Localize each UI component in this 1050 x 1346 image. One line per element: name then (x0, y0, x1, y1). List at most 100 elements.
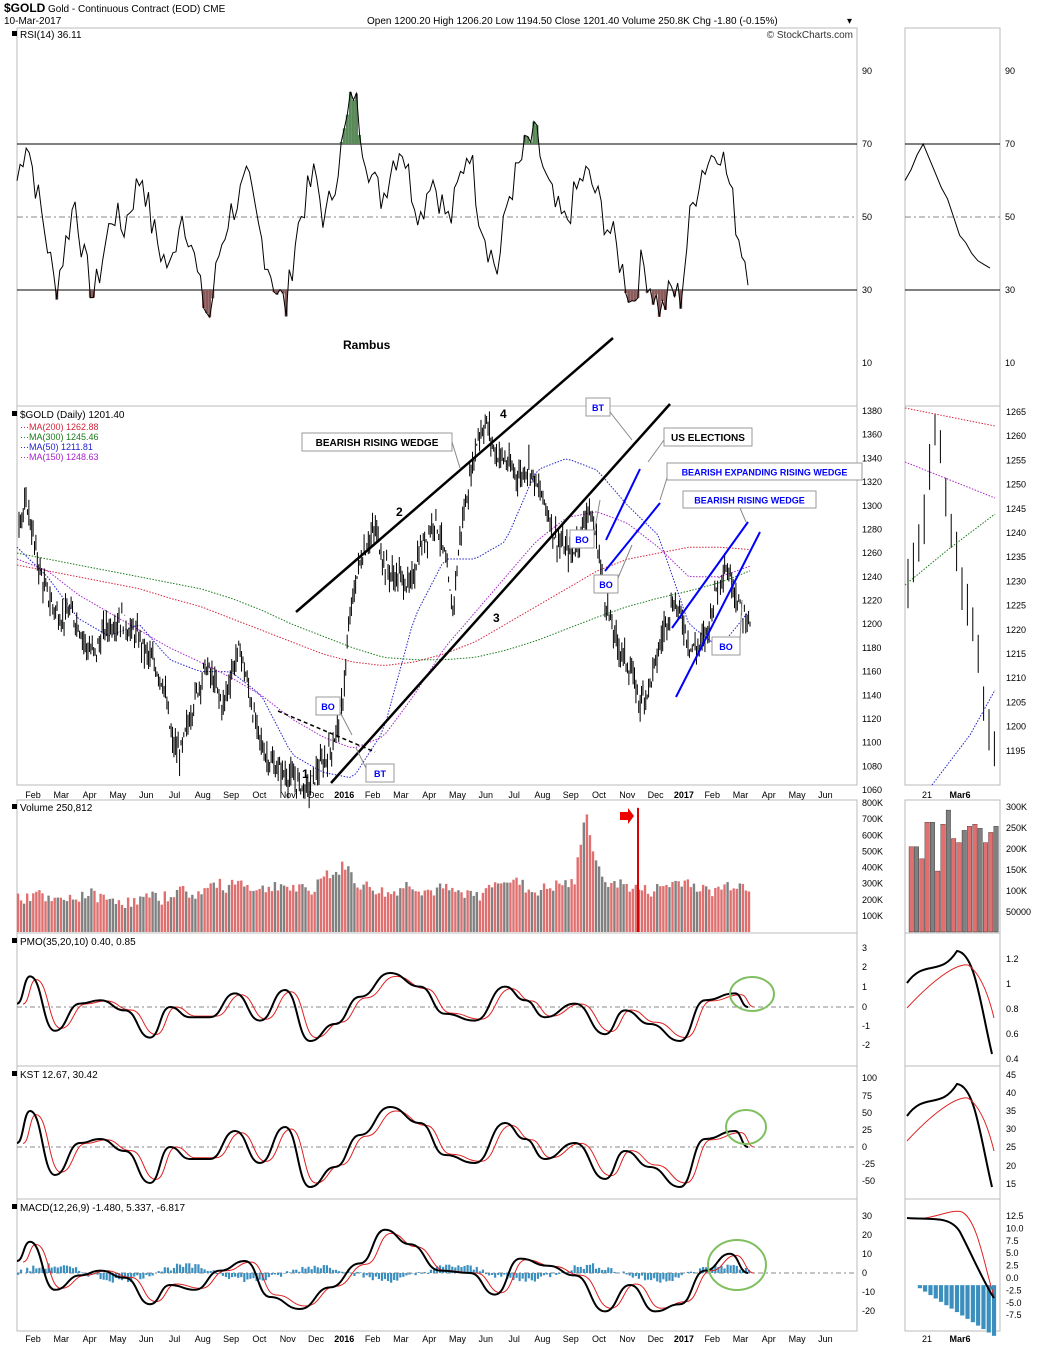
macd-tick-label-right: -7.5 (1006, 1310, 1022, 1320)
macd-histogram-bar-right (954, 1284, 960, 1313)
macd-x-tick-label: Jun (818, 1334, 833, 1344)
callout-leader (739, 599, 743, 641)
price-tick-label-right: 1260 (1006, 431, 1026, 441)
price-tick-label: 1220 (862, 596, 882, 606)
x-tick-label: Apr (83, 790, 97, 800)
x-tick-label: Feb (25, 790, 41, 800)
volume-tick-label: 100K (862, 911, 883, 921)
macd-tick-label: 20 (862, 1230, 872, 1240)
watermark: © StockCharts.com (767, 30, 853, 41)
x-tick-label: Dec (648, 790, 665, 800)
x-tick-label-right: Mar6 (949, 790, 970, 800)
macd-x-tick-label: Jun (479, 1334, 494, 1344)
callout-leader (339, 711, 353, 736)
price-tick-label: 1260 (862, 548, 882, 558)
macd-x-tick-label: Jul (508, 1334, 520, 1344)
kst-signal-line-right (906, 1097, 995, 1152)
x-tick-label: Aug (195, 790, 211, 800)
pmo-tick-label-right: 0.6 (1006, 1029, 1019, 1039)
rsi-marker-icon (12, 31, 17, 36)
macd-histogram-bar-right (949, 1284, 955, 1309)
price-tick-label: 1180 (862, 643, 881, 653)
wave-point-4: 4 (500, 407, 507, 421)
rsi-title: RSI(14) 36.11 (20, 30, 82, 41)
macd-x-tick-label: Dec (308, 1334, 325, 1344)
x-tick-label: May (789, 790, 807, 800)
price-tick-label-right: 1250 (1006, 480, 1026, 490)
macd-x-tick-label: Aug (195, 1334, 211, 1344)
callout-leader (609, 411, 633, 441)
macd-x-tick-label: May (789, 1334, 807, 1344)
macd-x-tick-label: Mar (393, 1334, 409, 1344)
x-tick-label: Dec (308, 790, 325, 800)
pmo-tick-label: 1 (862, 982, 867, 992)
ma-line-0 (16, 546, 751, 666)
kst-tick-label: 100 (862, 1073, 877, 1083)
macd-x-tick-label: May (449, 1334, 467, 1344)
macd-tick-label: 30 (862, 1211, 872, 1221)
wave-point-3: 3 (493, 611, 500, 625)
panel-frame-macd (16, 1198, 858, 1332)
bo-label-2: BO (599, 580, 613, 590)
macd-x-tick-label: 2016 (334, 1334, 354, 1344)
x-tick-label: Sep (223, 790, 239, 800)
wedge-lower-line (330, 403, 671, 784)
callout-leader (647, 439, 665, 463)
callout-leader (617, 544, 633, 579)
bo-label-3-box (711, 636, 741, 656)
bo-label-1: BO (575, 535, 589, 545)
macd-x-tick-label: 2017 (674, 1334, 694, 1344)
rsi-line-right (904, 142, 991, 269)
price-tick-label: 1300 (862, 501, 882, 511)
volume-bar-right (914, 846, 919, 933)
volume-tick-label-right: 300K (1006, 802, 1027, 812)
macd-marker-icon (12, 1204, 17, 1209)
x-tick-label: Nov (280, 790, 297, 800)
macd-x-tick-label: Feb (25, 1334, 41, 1344)
macd-x-tick-label: Oct (252, 1334, 267, 1344)
x-tick-label: Nov (619, 790, 636, 800)
price-tick-label: 1240 (862, 572, 882, 582)
macd-tick-label-right: 2.5 (1006, 1261, 1019, 1271)
macd-line (16, 1228, 749, 1313)
x-tick-label: 2016 (334, 790, 354, 800)
macd-x-tick-label: Feb (704, 1334, 720, 1344)
pmo-marker-icon (12, 938, 17, 943)
volume-tick-label: 600K (862, 830, 883, 840)
kst-signal-line (22, 1110, 755, 1184)
price-tick-label: 1120 (862, 714, 881, 724)
macd-histogram-bar-right (965, 1284, 970, 1320)
pmo-title: PMO(35,20,10) 0.40, 0.85 (20, 937, 136, 948)
macd-histogram-bar-right (928, 1284, 933, 1296)
macd-highlight-circle (707, 1239, 767, 1291)
macd-x-tick-label: Dec (648, 1334, 665, 1344)
callout-leader (355, 747, 367, 769)
ma-line-2 (16, 458, 751, 779)
price-title: $GOLD (Daily) 1201.40 (20, 410, 125, 421)
macd-tick-label: -10 (862, 1287, 875, 1297)
wedge3-label: BEARISH RISING WEDGE (694, 496, 805, 506)
kst-tick-label-right: 45 (1006, 1070, 1016, 1080)
macd-x-tick-label: Aug (534, 1334, 550, 1344)
macd-x-tick-label: Apr (422, 1334, 436, 1344)
callout-leader (659, 477, 668, 501)
macd-tick-label-right: 7.5 (1006, 1236, 1019, 1246)
ohlc-dropdown-icon: ▾ (847, 16, 852, 27)
x-tick-label: Jul (169, 790, 181, 800)
volume-bar-right (945, 809, 951, 933)
kst-tick-label: -25 (862, 1159, 875, 1169)
rsi-tick-label-right: 90 (1005, 66, 1015, 76)
macd-x-tick-label: May (109, 1334, 127, 1344)
macd-histogram-bar-right (943, 1284, 949, 1306)
rsi-tick-label-right: 30 (1005, 285, 1015, 295)
kst-tick-label: -50 (862, 1176, 875, 1186)
kst-marker-icon (12, 1071, 17, 1076)
pmo-tick-label-right: 0.8 (1006, 1004, 1019, 1014)
pmo-tick-label-right: 1 (1006, 979, 1011, 989)
macd-histogram-bar-right (991, 1284, 997, 1337)
rsi-tick-label-right: 50 (1005, 212, 1015, 222)
macd-signal-right (906, 1210, 995, 1297)
us-elections-label: US ELECTIONS (671, 433, 745, 444)
blue-wedge-2-lower (675, 531, 761, 698)
macd-tick-label-right: 10.0 (1006, 1223, 1024, 1233)
